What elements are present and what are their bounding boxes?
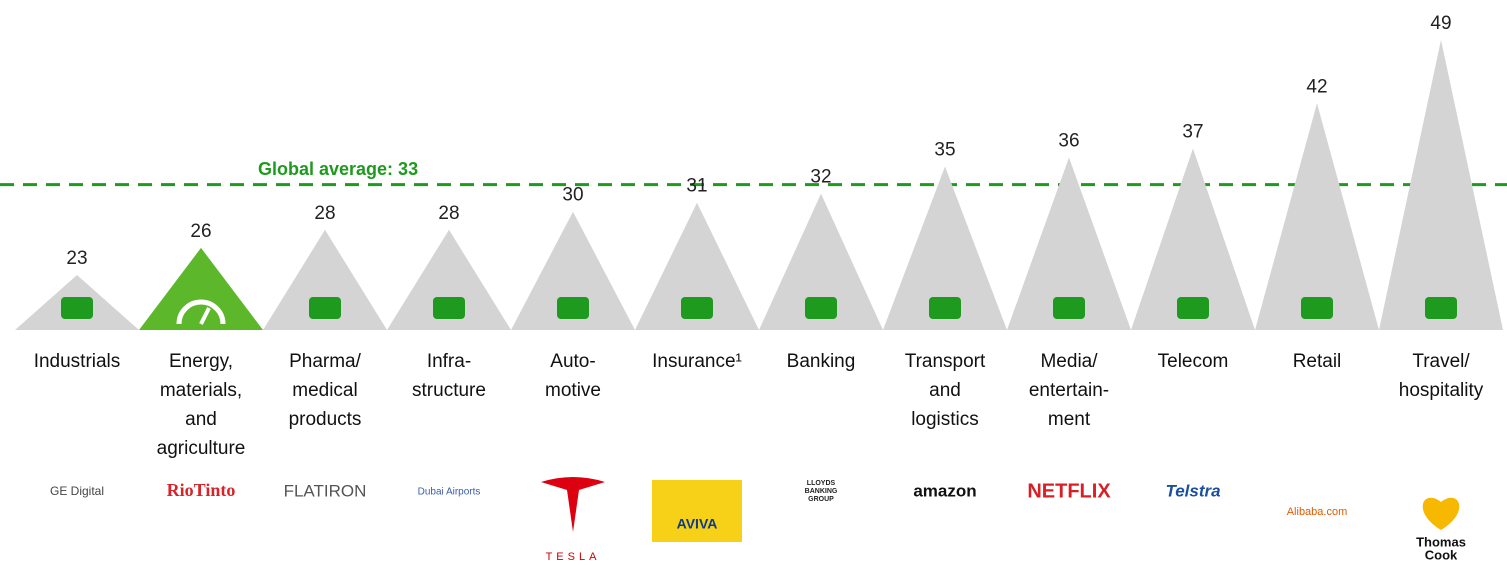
icon [805,297,837,319]
icon [1425,297,1457,319]
logo-text: RioTinto [167,480,236,500]
logo-text: GROUP [808,496,834,503]
triangle-bar [1131,148,1255,330]
icon [176,299,226,325]
category-label: logistics [911,409,979,430]
category-label: Insurance¹ [652,351,742,372]
logo-text: amazon [913,481,976,500]
category-label: structure [412,380,486,401]
logo-text: Dubai Airports [418,487,481,498]
category-label: and [185,409,217,430]
reference-label: Global average: 33 [258,159,418,179]
category-label: Energy, [169,351,233,372]
icon [199,307,211,325]
triangle-bar [883,166,1007,330]
value-label: 23 [66,248,87,269]
value-label: 35 [934,140,955,161]
icon [433,297,465,319]
value-label: 31 [686,176,707,197]
icon [1177,297,1209,319]
category-label: Retail [1293,351,1342,372]
category-label: motive [545,380,601,401]
logo-text: TESLA [546,551,601,563]
category-label: ment [1048,409,1091,430]
logo-box [652,480,742,542]
value-label: 37 [1182,121,1203,142]
logo-text: Thomas [1416,534,1466,549]
value-label: 28 [438,203,459,224]
value-label: 49 [1430,13,1451,34]
icon [929,297,961,319]
category-label: Banking [787,351,856,372]
logo-text: Cook [1425,547,1458,562]
category-label: agriculture [157,438,246,459]
category-label: and [929,380,961,401]
logo-text: Telstra [1165,481,1220,500]
icon [1053,297,1085,319]
value-label: 30 [562,185,583,206]
category-label: Travel/ [1412,351,1470,372]
icon [1301,297,1333,319]
category-label: hospitality [1399,380,1484,401]
logo-text: Alibaba.com [1287,506,1348,518]
value-label: 36 [1058,131,1079,152]
triangle-bar [1379,40,1503,330]
category-label: Industrials [34,351,121,372]
triangle-bar [387,229,511,330]
triangle-bar [1255,103,1379,331]
tesla-t [541,477,605,532]
value-label: 32 [810,167,831,188]
icon [61,297,93,319]
category-label: entertain- [1029,380,1109,401]
value-label: 42 [1306,76,1327,97]
category-label: medical [292,380,357,401]
triangle-bar [511,211,635,330]
logo-text: FLATIRON [284,481,367,500]
category-label: Infra- [427,351,471,372]
category-label: materials, [160,380,242,401]
triangle-bar [759,193,883,330]
triangle-bar [263,229,387,330]
triangle-bar [635,202,759,330]
category-label: Telecom [1158,351,1229,372]
triangle-bar [1007,157,1131,330]
category-label: Transport [905,351,986,372]
icon [557,297,589,319]
logo-text: AVIVA [677,516,718,532]
value-label: 28 [314,203,335,224]
category-label: Pharma/ [289,351,362,372]
category-label: Media/ [1040,351,1098,372]
thomas-heart [1422,497,1460,530]
icon [309,297,341,319]
category-label: products [289,409,362,430]
triangle-bar [139,247,263,330]
icon [681,297,713,319]
value-label: 26 [190,221,211,242]
category-label: Auto- [550,351,595,372]
logo-text: LLOYDS [807,480,836,487]
logo-text: GE Digital [50,484,104,498]
logo-text: NETFLIX [1027,480,1111,502]
logo-text: BANKING [805,488,838,495]
